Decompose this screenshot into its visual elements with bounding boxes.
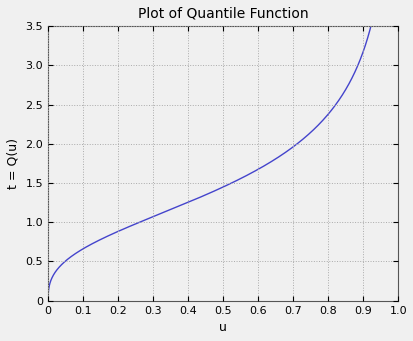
Y-axis label: t = Q(u): t = Q(u): [7, 138, 20, 189]
X-axis label: u: u: [219, 321, 227, 334]
Title: Plot of Quantile Function: Plot of Quantile Function: [138, 7, 308, 21]
